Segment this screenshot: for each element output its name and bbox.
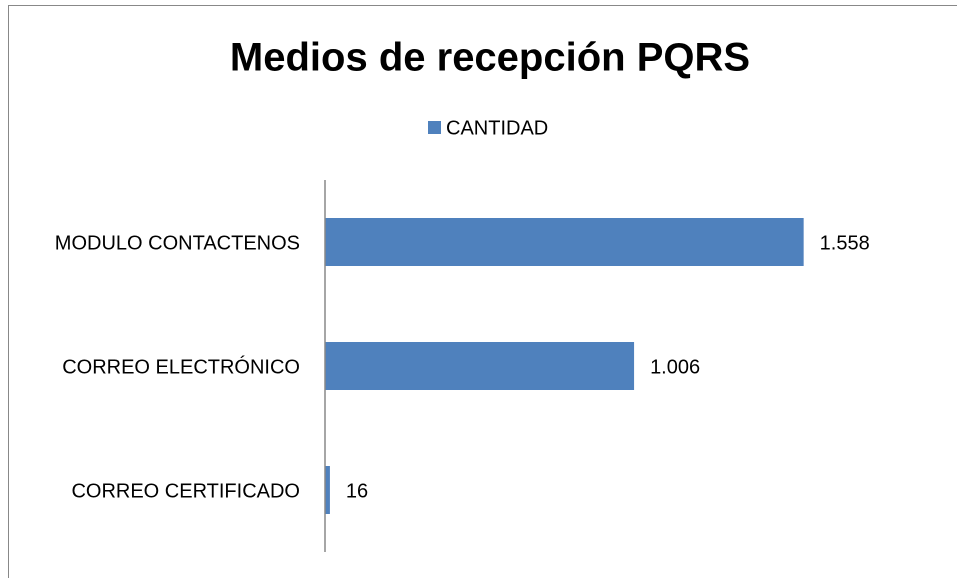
bar	[325, 218, 804, 266]
bar	[325, 466, 330, 514]
y-tick-label: CORREO CERTIFICADO	[71, 480, 300, 502]
data-label: 1.558	[820, 232, 870, 254]
legend-swatch	[428, 121, 441, 134]
chart-border	[8, 5, 957, 578]
y-tick-label: MODULO CONTACTENOS	[55, 232, 300, 254]
y-tick-label: CORREO ELECTRÓNICO	[62, 355, 300, 378]
data-label: 16	[346, 480, 368, 502]
legend-label: CANTIDAD	[446, 117, 548, 139]
data-label: 1.006	[650, 356, 700, 378]
bar	[325, 342, 635, 390]
chart-title: Medios de recepción PQRS	[230, 36, 750, 80]
